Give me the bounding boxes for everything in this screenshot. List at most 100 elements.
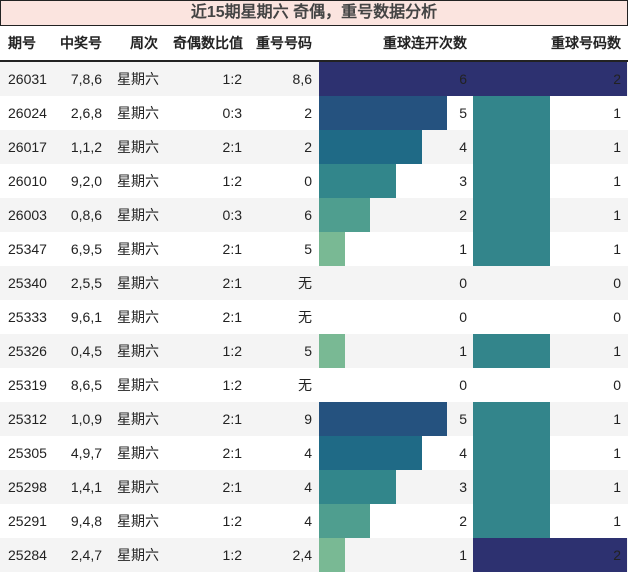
cell-repeat-count: 1 [613, 343, 621, 359]
table-row: 25305 4,9,7 星期六 2:1 4 4 1 [0, 436, 628, 470]
table-row: 25291 9,4,8 星期六 1:2 4 2 1 [0, 504, 628, 538]
cell-repeat-streak: 0 [459, 309, 467, 325]
cell-repeat-numbers: 5 [304, 241, 312, 257]
table-row: 26031 7,8,6 星期六 1:2 8,6 6 2 [0, 62, 628, 96]
cell-numbers: 1,0,9 [70, 411, 102, 427]
repeat-streak-bar [319, 96, 447, 130]
cell-repeat-numbers: 8,6 [292, 71, 312, 87]
cell-weekday: 星期六 [117, 479, 159, 495]
cell-odd-even: 1:2 [222, 513, 242, 529]
cell-odd-even: 2:1 [222, 275, 242, 291]
repeat-streak-bar [319, 164, 396, 198]
table-row: 25312 1,0,9 星期六 2:1 9 5 1 [0, 402, 628, 436]
cell-numbers: 2,4,7 [70, 547, 102, 563]
table-title: 近15期星期六 奇偶，重号数据分析 [0, 0, 628, 26]
cell-weekday: 星期六 [117, 343, 159, 359]
cell-repeat-numbers: 4 [304, 479, 312, 495]
cell-odd-even: 0:3 [222, 105, 242, 121]
cell-odd-even: 2:1 [222, 139, 242, 155]
header-weekday: 周次 [130, 35, 158, 51]
header-odd-even: 奇偶数比值 [173, 35, 243, 51]
cell-period: 25312 [8, 411, 47, 427]
cell-weekday: 星期六 [117, 173, 159, 189]
cell-numbers: 8,6,5 [70, 377, 102, 393]
cell-period: 26031 [8, 71, 47, 87]
cell-repeat-numbers: 9 [304, 411, 312, 427]
repeat-streak-bar [319, 334, 345, 368]
cell-weekday: 星期六 [117, 207, 159, 223]
cell-repeat-count: 1 [613, 479, 621, 495]
cell-repeat-streak: 2 [459, 207, 467, 223]
repeat-count-bar [473, 436, 550, 470]
repeat-streak-bar [319, 130, 422, 164]
cell-repeat-numbers: 无 [298, 275, 312, 291]
repeat-streak-bar [319, 198, 370, 232]
cell-repeat-streak: 5 [459, 411, 467, 427]
cell-repeat-streak: 2 [459, 513, 467, 529]
cell-odd-even: 2:1 [222, 309, 242, 325]
cell-weekday: 星期六 [117, 445, 159, 461]
cell-repeat-streak: 3 [459, 479, 467, 495]
cell-odd-even: 0:3 [222, 207, 242, 223]
cell-odd-even: 2:1 [222, 411, 242, 427]
cell-repeat-count: 1 [613, 207, 621, 223]
cell-period: 25298 [8, 479, 47, 495]
cell-odd-even: 1:2 [222, 173, 242, 189]
cell-repeat-numbers: 2 [304, 105, 312, 121]
cell-period: 26024 [8, 105, 47, 121]
repeat-count-bar [473, 62, 627, 96]
cell-repeat-streak: 1 [459, 547, 467, 563]
cell-repeat-numbers: 6 [304, 207, 312, 223]
cell-numbers: 0,8,6 [70, 207, 102, 223]
repeat-count-bar [473, 198, 550, 232]
repeat-count-bar [473, 504, 550, 538]
cell-numbers: 0,4,5 [70, 343, 102, 359]
cell-repeat-streak: 1 [459, 343, 467, 359]
cell-repeat-count: 1 [613, 241, 621, 257]
cell-repeat-count: 1 [613, 513, 621, 529]
cell-period: 25291 [8, 513, 47, 529]
cell-repeat-numbers: 无 [298, 309, 312, 325]
cell-repeat-numbers: 2 [304, 139, 312, 155]
repeat-streak-bar [319, 436, 422, 470]
table-row: 25319 8,6,5 星期六 1:2 无 0 0 [0, 368, 628, 402]
cell-repeat-streak: 3 [459, 173, 467, 189]
repeat-count-bar [473, 470, 550, 504]
cell-odd-even: 1:2 [222, 547, 242, 563]
cell-weekday: 星期六 [117, 105, 159, 121]
cell-period: 25340 [8, 275, 47, 291]
repeat-streak-bar [319, 62, 473, 96]
cell-repeat-numbers: 无 [298, 377, 312, 393]
cell-repeat-count: 1 [613, 411, 621, 427]
cell-repeat-count: 1 [613, 173, 621, 189]
cell-period: 26017 [8, 139, 47, 155]
cell-odd-even: 2:1 [222, 479, 242, 495]
cell-odd-even: 1:2 [222, 71, 242, 87]
cell-repeat-numbers: 2,4 [292, 547, 312, 563]
table-row: 25333 9,6,1 星期六 2:1 无 0 0 [0, 300, 628, 334]
table-row: 26017 1,1,2 星期六 2:1 2 4 1 [0, 130, 628, 164]
cell-repeat-numbers: 0 [304, 173, 312, 189]
header-period: 期号 [8, 35, 36, 51]
cell-repeat-streak: 0 [459, 377, 467, 393]
header-repeat-streak: 重球连开次数 [383, 35, 467, 51]
cell-repeat-count: 0 [613, 275, 621, 291]
cell-period: 26010 [8, 173, 47, 189]
cell-weekday: 星期六 [117, 139, 159, 155]
table-row: 25284 2,4,7 星期六 1:2 2,4 1 2 [0, 538, 628, 572]
cell-numbers: 9,6,1 [70, 309, 102, 325]
repeat-streak-bar [319, 470, 396, 504]
cell-weekday: 星期六 [117, 309, 159, 325]
cell-repeat-numbers: 4 [304, 513, 312, 529]
header-repeat-numbers: 重号号码 [256, 35, 312, 51]
header-repeat-count: 重球号码数 [551, 35, 621, 51]
cell-numbers: 2,6,8 [70, 105, 102, 121]
repeat-count-bar [473, 334, 550, 368]
table-row: 25326 0,4,5 星期六 1:2 5 1 1 [0, 334, 628, 368]
cell-period: 25347 [8, 241, 47, 257]
cell-numbers: 6,9,5 [70, 241, 102, 257]
cell-numbers: 1,4,1 [70, 479, 102, 495]
cell-odd-even: 1:2 [222, 343, 242, 359]
cell-numbers: 2,5,5 [70, 275, 102, 291]
cell-period: 25319 [8, 377, 47, 393]
